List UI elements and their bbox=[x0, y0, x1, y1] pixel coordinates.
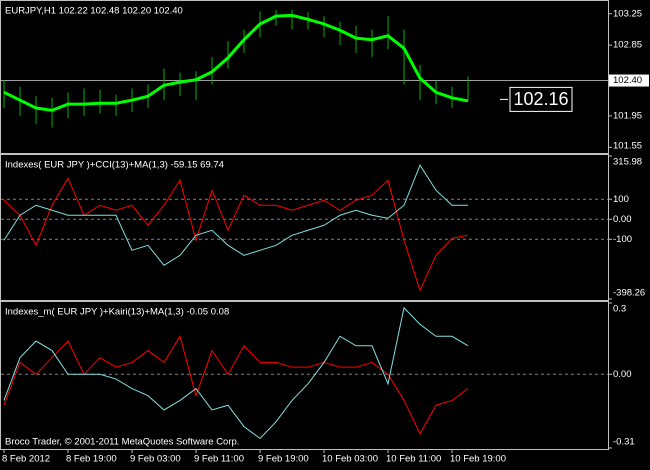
last-label: 102.16 bbox=[513, 89, 568, 109]
indicator-line bbox=[3, 306, 469, 440]
moving-average bbox=[3, 13, 469, 112]
footer: Broco Trader, © 2001-2011 MetaQuotes Sof… bbox=[5, 437, 239, 448]
indicator-line bbox=[3, 335, 469, 435]
pane-frame bbox=[0, 0, 609, 154]
x-tick-label: 9 Feb 19:00 bbox=[258, 454, 309, 465]
y-tick-label: 100 bbox=[613, 194, 629, 205]
pane-title: Indexes( EUR JPY )+CCI(13)+MA(1,3) -59.1… bbox=[5, 160, 224, 171]
pane-frame bbox=[0, 301, 609, 450]
x-tick-label: 8 Feb 2012 bbox=[2, 454, 50, 465]
pane-title: Indexes_m( EUR JPY )+Kairi(13)+MA(1,3) -… bbox=[5, 307, 229, 318]
pane-frame bbox=[0, 154, 609, 301]
y-tick-label: -398.26 bbox=[613, 288, 645, 299]
x-tick-label: 10 Feb 11:00 bbox=[386, 454, 441, 465]
x-tick-label: 10 Feb 19:00 bbox=[450, 454, 506, 465]
y-tick-label: -0.31 bbox=[613, 437, 635, 448]
indicator-line bbox=[3, 164, 468, 266]
y-tick-label: 0.00 bbox=[613, 369, 632, 380]
y-tick-label: 101.55 bbox=[613, 141, 642, 152]
price-tag bbox=[609, 74, 649, 87]
y-tick-label: 103.25 bbox=[613, 8, 642, 19]
x-tick-label: 9 Feb 11:00 bbox=[194, 454, 244, 465]
y-tick-label: 101.95 bbox=[613, 110, 642, 121]
price-tag-label: 102.40 bbox=[613, 75, 642, 86]
y-tick-label: 102.85 bbox=[613, 40, 642, 51]
x-tick-label: 9 Feb 03:00 bbox=[130, 454, 181, 465]
x-tick-label: 10 Feb 03:00 bbox=[322, 454, 378, 465]
pane-title: EURJPY,H1 102.22 102.48 102.20 102.40 bbox=[5, 6, 183, 17]
last-box bbox=[509, 86, 573, 112]
y-tick-label: 0.3 bbox=[613, 304, 626, 315]
x-tick-label: 8 Feb 19:00 bbox=[66, 454, 117, 465]
indicator-line bbox=[3, 177, 469, 292]
y-tick-label: 315.98 bbox=[613, 157, 642, 168]
y-tick-label: -100 bbox=[613, 234, 632, 245]
y-tick-label: 0.00 bbox=[613, 214, 632, 225]
